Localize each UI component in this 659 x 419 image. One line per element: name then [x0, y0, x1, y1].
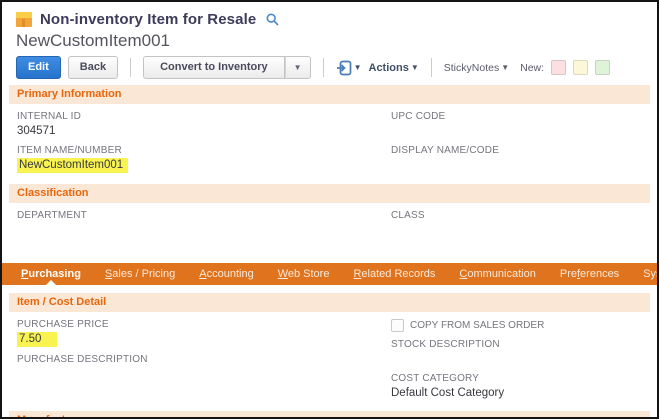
toolbar-divider: [322, 58, 324, 77]
chevron-down-icon: ▼: [501, 62, 510, 72]
field-label: DISPLAY NAME/CODE: [391, 145, 500, 156]
tab-accounting[interactable]: Accounting: [199, 268, 254, 280]
field-value: 304571: [17, 125, 56, 137]
edit-button[interactable]: Edit: [16, 56, 61, 79]
field-value: [17, 223, 391, 237]
field-value: [391, 124, 647, 138]
field-cost-category: COST CATEGORY Default Cost Category: [391, 373, 647, 400]
field-label: PURCHASE PRICE: [17, 319, 109, 330]
field-label: DEPARTMENT: [17, 210, 87, 221]
field-value: [17, 367, 391, 381]
new-record-menu[interactable]: ▼: [336, 60, 362, 76]
convert-to-inventory-button[interactable]: Convert to Inventory: [143, 56, 285, 79]
convert-button-group: Convert to Inventory ▼: [143, 56, 311, 79]
field-label: COST CATEGORY: [391, 373, 480, 384]
field-upc-code: UPC CODE: [391, 111, 647, 138]
field-copy-from-sales-order: COPY FROM SALES ORDER: [391, 319, 647, 332]
primary-information-fields: INTERNAL ID 304571 ITEM NAME/NUMBER NewC…: [2, 104, 657, 184]
tab-communication[interactable]: Communication: [459, 268, 536, 280]
tab-related-records[interactable]: Related Records: [353, 268, 436, 280]
tab-purchasing[interactable]: Purchasing: [9, 263, 93, 285]
field-purchase-price: PURCHASE PRICE 7.50: [17, 319, 391, 347]
field-department: DEPARTMENT: [17, 210, 391, 237]
copy-from-sales-order-checkbox[interactable]: [391, 319, 404, 332]
field-stock-description: STOCK DESCRIPTION: [391, 339, 647, 366]
package-icon: [16, 12, 32, 27]
field-value: [391, 223, 647, 237]
toolbar: Edit Back Convert to Inventory ▼ ▼ Actio…: [2, 56, 657, 85]
new-note-label: New:: [520, 61, 545, 74]
field-label: INTERNAL ID: [17, 111, 82, 122]
field-label: CLASS: [391, 210, 425, 221]
section-header-item-cost-detail: Item / Cost Detail: [9, 293, 650, 312]
field-label: ITEM NAME/NUMBER: [17, 145, 122, 156]
document-arrow-icon: [336, 60, 351, 75]
field-label: PURCHASE DESCRIPTION: [17, 354, 148, 365]
classification-fields: DEPARTMENT CLASS: [2, 203, 657, 248]
field-internal-id: INTERNAL ID 304571: [17, 111, 391, 138]
field-display-name-code: DISPLAY NAME/CODE: [391, 145, 647, 172]
field-label: UPC CODE: [391, 111, 446, 122]
field-value: Default Cost Category: [391, 387, 505, 399]
tab-system-information[interactable]: System Information: [643, 268, 657, 280]
field-label: COPY FROM SALES ORDER: [410, 320, 545, 331]
field-label: STOCK DESCRIPTION: [391, 339, 500, 350]
tab-web-store[interactable]: Web Store: [277, 268, 330, 280]
back-button[interactable]: Back: [67, 56, 119, 79]
page-header: Non-inventory Item for Resale: [2, 2, 657, 28]
stickynotes-menu[interactable]: StickyNotes ▼: [443, 61, 510, 74]
section-header-classification: Classification: [9, 184, 650, 203]
field-item-name-number: ITEM NAME/NUMBER NewCustomItem001: [17, 145, 391, 173]
record-name: NewCustomItem001: [16, 31, 171, 50]
tab-preferences[interactable]: Preferences: [559, 268, 620, 280]
field-purchase-description: PURCHASE DESCRIPTION: [17, 354, 391, 381]
field-class: CLASS: [391, 210, 647, 237]
convert-dropdown-button[interactable]: ▼: [284, 56, 311, 79]
chevron-down-icon: ▼: [410, 62, 419, 72]
new-yellow-note-button[interactable]: [573, 60, 589, 75]
toolbar-divider: [430, 58, 432, 77]
chevron-down-icon: ▼: [353, 62, 362, 72]
tab-sales-pricing[interactable]: Sales / Pricing: [104, 268, 176, 280]
new-green-note-button[interactable]: [595, 60, 611, 75]
page-title: Non-inventory Item for Resale: [40, 11, 257, 28]
section-header-primary-information: Primary Information: [9, 85, 650, 104]
field-value: [391, 158, 647, 172]
toolbar-divider: [130, 58, 132, 77]
search-icon[interactable]: [266, 13, 279, 26]
field-value-highlighted: NewCustomItem001: [17, 158, 129, 173]
section-header-manufacturer: Manufacturer: [9, 411, 650, 417]
subtab-bar: Purchasing Sales / Pricing Accounting We…: [2, 263, 657, 285]
new-pink-note-button[interactable]: [551, 60, 567, 75]
field-value-highlighted: 7.50: [17, 332, 58, 347]
actions-menu[interactable]: Actions ▼: [368, 61, 419, 74]
field-value: [391, 352, 647, 366]
item-cost-detail-fields: PURCHASE PRICE 7.50 PURCHASE DESCRIPTION…: [2, 312, 657, 411]
